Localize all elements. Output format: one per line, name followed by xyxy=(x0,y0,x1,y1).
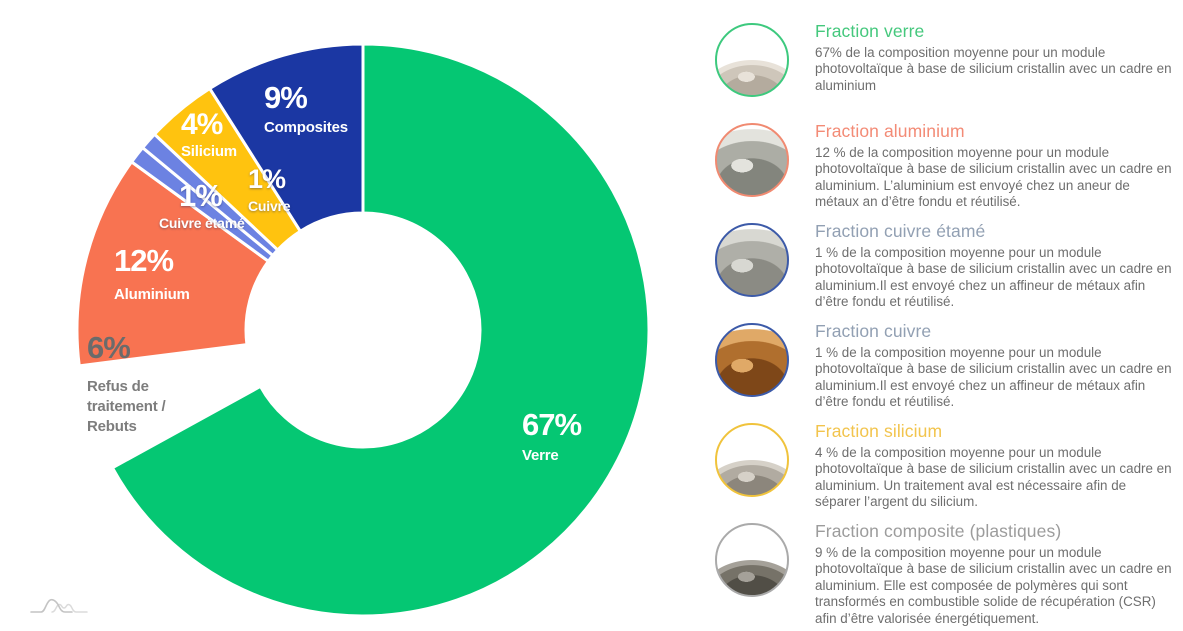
legend-texts: Fraction verre 67% de la composition moy… xyxy=(815,21,1175,94)
legend-texts: Fraction cuivre 1 % de la composition mo… xyxy=(815,321,1175,411)
legend-texts: Fraction composite (plastiques) 9 % de l… xyxy=(815,521,1175,627)
legend-item-title: Fraction aluminium xyxy=(815,121,965,141)
legend-texts: Fraction cuivre étamé 1 % de la composit… xyxy=(815,221,1175,311)
legend-item-title: Fraction cuivre étamé xyxy=(815,221,986,241)
donut-chart-svg xyxy=(75,42,651,618)
legend-item-description: 67% de la composition moyenne pour un mo… xyxy=(815,45,1172,93)
legend-item-description: 4 % de la composition moyenne pour un mo… xyxy=(815,445,1172,510)
legend-item-cuivre-etame: Fraction cuivre étamé 1 % de la composit… xyxy=(715,221,1183,321)
legend-item-composite: Fraction composite (plastiques) 9 % de l… xyxy=(715,521,1183,626)
legend-item-title: Fraction silicium xyxy=(815,421,943,441)
shredded-composite-pile-photo xyxy=(715,523,789,597)
slice-aluminium xyxy=(75,159,271,368)
donut-chart: 67% Verre 9% Composites 4% Silicium 1% Cuivre 1%… xyxy=(75,42,651,618)
legend-item-title: Fraction composite (plastiques) xyxy=(815,521,1062,541)
legend-texts: Fraction aluminium 12 % de la compositio… xyxy=(815,121,1175,211)
legend-item-silicium: Fraction silicium 4 % de la composition … xyxy=(715,421,1183,521)
slice-composites xyxy=(207,42,365,234)
silicon-powder-pile-photo xyxy=(715,423,789,497)
legend-item-description: 12 % de la composition moyenne pour un m… xyxy=(815,145,1172,210)
legend-item-description: 1 % de la composition moyenne pour un mo… xyxy=(815,345,1172,410)
legend-item-description: 9 % de la composition moyenne pour un mo… xyxy=(815,545,1172,626)
legend-item-description: 1 % de la composition moyenne pour un mo… xyxy=(815,245,1172,310)
legend-item-title: Fraction verre xyxy=(815,21,925,41)
legend-item-verre: Fraction verre 67% de la composition moy… xyxy=(715,21,1183,121)
wave-logo xyxy=(30,598,88,613)
legend-item-cuivre: Fraction cuivre 1 % de la composition mo… xyxy=(715,321,1183,421)
aluminium-scrap-photo xyxy=(715,123,789,197)
legend-item-aluminium: Fraction aluminium 12 % de la compositio… xyxy=(715,121,1183,221)
legend-item-title: Fraction cuivre xyxy=(815,321,932,341)
legend-texts: Fraction silicium 4 % de la composition … xyxy=(815,421,1175,511)
glass-cullet-pile-photo xyxy=(715,23,789,97)
slice-verre xyxy=(110,42,651,618)
copper-granules-photo xyxy=(715,323,789,397)
legend-list: Fraction verre 67% de la composition moy… xyxy=(715,21,1183,626)
tinned-copper-shreds-photo xyxy=(715,223,789,297)
